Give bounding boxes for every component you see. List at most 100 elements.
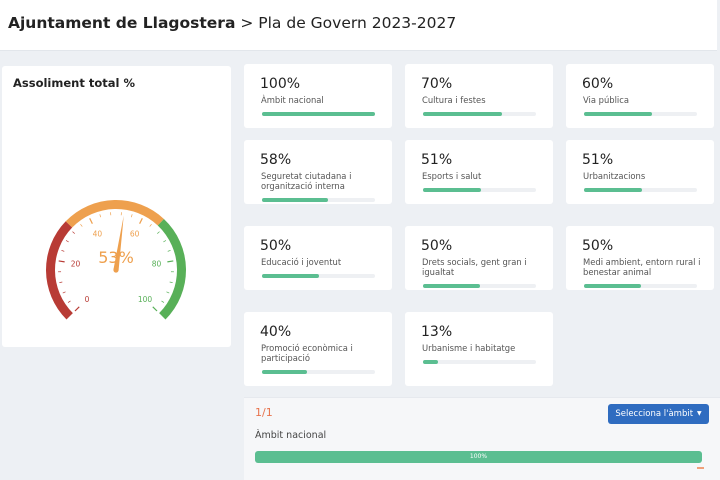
- gauge-tick: [167, 261, 173, 262]
- gauge-needle-hub: [113, 267, 118, 272]
- ambit-progress-bar: [423, 360, 536, 364]
- gauge-tick: [168, 250, 171, 251]
- gauge-tick-label: 100: [138, 295, 153, 304]
- ambit-card[interactable]: 50% Drets socials, gent gran i igualtat: [405, 226, 553, 290]
- ambit-label: Cultura i festes: [422, 95, 542, 105]
- ambit-progress-bar: [262, 370, 375, 374]
- ambit-progress-fill: [423, 112, 502, 116]
- caret-down-icon: ▼: [697, 410, 702, 417]
- breadcrumb-separator: >: [240, 14, 253, 32]
- ambit-progress-fill: [423, 284, 480, 288]
- ambit-card[interactable]: 13% Urbanisme i habitatge: [405, 312, 553, 386]
- gauge-tick: [166, 292, 169, 293]
- gauge-tick: [59, 282, 62, 283]
- gauge-tick: [153, 307, 157, 311]
- collapse-marker[interactable]: [697, 467, 704, 469]
- ambit-card[interactable]: 60% Via pública: [566, 64, 714, 128]
- ambit-percent: 40%: [260, 324, 291, 340]
- selected-ambit-progress: 100%: [255, 451, 702, 463]
- gauge-tick: [59, 261, 65, 262]
- ambit-progress-fill: [262, 370, 307, 374]
- ambit-percent: 51%: [421, 152, 452, 168]
- gauge-tick-label: 0: [85, 295, 90, 304]
- ambit-progress-bar: [584, 284, 697, 288]
- gauge-tick-label: 60: [130, 229, 140, 238]
- select-ambit-button[interactable]: Selecciona l'àmbit ▼: [608, 404, 709, 424]
- gauge-tick: [68, 301, 70, 303]
- ambit-label: Via pública: [583, 95, 703, 105]
- ambit-progress-fill: [423, 188, 481, 192]
- gauge-tick: [161, 301, 163, 303]
- ambit-label: Seguretat ciutadana i organització inter…: [261, 171, 381, 191]
- ambit-progress-bar: [262, 198, 375, 202]
- ambit-label: Urbanisme i habitatge: [422, 343, 542, 353]
- gauge-tick: [63, 292, 66, 293]
- ambit-label: Drets socials, gent gran i igualtat: [422, 257, 542, 277]
- plan-name: Pla de Govern 2023-2027: [258, 14, 456, 32]
- ambit-progress-bar: [584, 188, 697, 192]
- gauge-tick: [66, 240, 69, 242]
- gauge-tick: [140, 218, 143, 223]
- gauge-tick: [170, 282, 173, 283]
- ambit-label: Promoció econòmica i participació: [261, 343, 381, 363]
- gauge-tick: [150, 224, 152, 226]
- ambit-percent: 70%: [421, 76, 452, 92]
- ambit-card[interactable]: 50%Medi ambient, entorn rural i benestar…: [566, 226, 714, 290]
- gauge-tick-label: 20: [71, 260, 81, 269]
- ambit-label: Educació i joventut: [261, 257, 381, 267]
- ambit-card[interactable]: 40% Promoció econòmica i participació: [244, 312, 392, 386]
- gauge-tick-label: 40: [93, 229, 103, 238]
- gauge-tick: [131, 214, 132, 217]
- ambit-progress-bar: [584, 112, 697, 116]
- gauge-tick: [157, 232, 159, 234]
- gauge-value: 53%: [98, 248, 134, 267]
- gauge-tick: [72, 232, 74, 234]
- gauge-tick: [75, 307, 79, 311]
- page-title: Ajuntament de Llagostera > Pla de Govern…: [8, 14, 456, 32]
- ambit-progress-bar: [262, 112, 375, 116]
- ambit-progress-bar: [262, 274, 375, 278]
- ambit-percent: 13%: [421, 324, 452, 340]
- ambit-percent: 60%: [582, 76, 613, 92]
- ambit-label: Àmbit nacional: [261, 95, 381, 105]
- organization-name: Ajuntament de Llagostera: [8, 14, 235, 32]
- ambit-progress-bar: [423, 284, 536, 288]
- ambit-progress-fill: [262, 198, 328, 202]
- gauge-band: [46, 221, 73, 319]
- ambit-label: Esports i salut: [422, 171, 542, 181]
- select-ambit-label: Selecciona l'àmbit: [615, 409, 693, 419]
- ambit-percent: 51%: [582, 152, 613, 168]
- ambit-percent: 50%: [260, 238, 291, 254]
- ambit-percent: 50%: [421, 238, 452, 254]
- ambit-card[interactable]: 100% Àmbit nacional: [244, 64, 392, 128]
- ambit-progress-fill: [584, 112, 652, 116]
- ambit-card[interactable]: 70% Cultura i festes: [405, 64, 553, 128]
- ambit-progress-fill: [262, 274, 319, 278]
- ambit-card[interactable]: 50% Educació i joventut: [244, 226, 392, 290]
- page-indicator: 1/1: [255, 406, 273, 419]
- gauge-tick: [61, 250, 64, 251]
- ambit-card[interactable]: 58% Seguretat ciutadana i organització in…: [244, 140, 392, 204]
- page-header: Ajuntament de Llagostera > Pla de Govern…: [0, 0, 717, 51]
- gauge-tick: [100, 214, 101, 217]
- ambit-progress-bar: [423, 188, 536, 192]
- ambit-card[interactable]: 51% Urbanitzacions: [566, 140, 714, 204]
- gauge-tick: [163, 240, 166, 242]
- ambit-label: Urbanitzacions: [583, 171, 703, 181]
- gauge-band: [66, 200, 164, 228]
- ambit-label: Medi ambient, entorn rural i benestar an…: [583, 257, 703, 277]
- selected-ambit-progress-label: 100%: [255, 451, 702, 463]
- ambit-progress-bar: [423, 112, 536, 116]
- ambit-progress-fill: [584, 188, 642, 192]
- gauge-tick-label: 80: [152, 260, 162, 269]
- gauge-tick: [90, 218, 93, 223]
- ambit-card[interactable]: 51% Esports i salut: [405, 140, 553, 204]
- gauge-tick: [80, 224, 82, 226]
- ambit-progress-fill: [584, 284, 641, 288]
- selected-ambit-name: Àmbit nacional: [255, 430, 326, 441]
- achievement-gauge: 0 20 40 60 80 100 53%: [2, 66, 231, 347]
- ambit-percent: 100%: [260, 76, 300, 92]
- gauge-band: [158, 219, 186, 320]
- ambit-percent: 58%: [260, 152, 291, 168]
